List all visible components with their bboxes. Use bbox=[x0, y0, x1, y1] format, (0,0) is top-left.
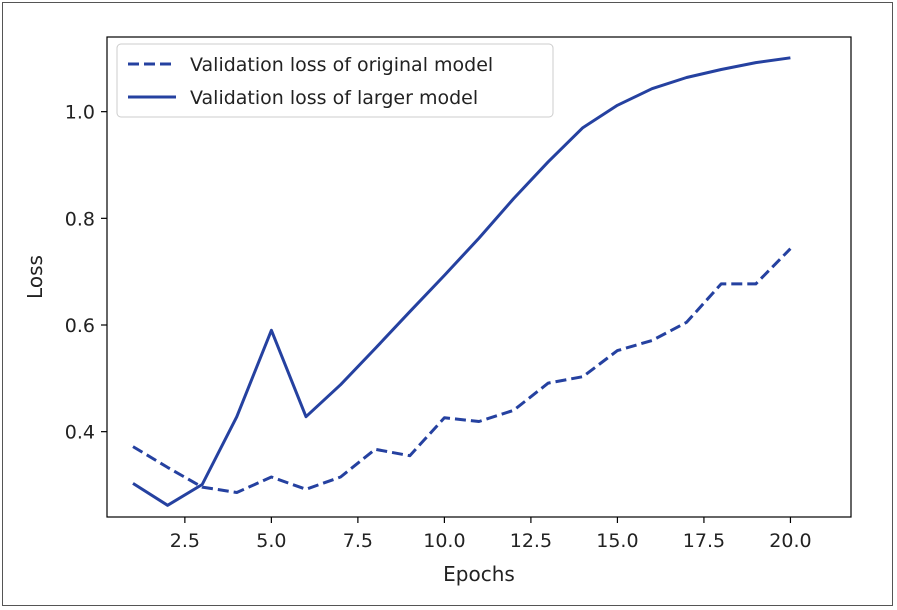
legend-entry-label: Validation loss of original model bbox=[190, 54, 493, 76]
x-tick-label: 15.0 bbox=[596, 530, 638, 552]
y-tick-label: 0.8 bbox=[65, 208, 95, 230]
x-axis-title: Epochs bbox=[443, 562, 515, 586]
x-tick-label: 7.5 bbox=[343, 530, 373, 552]
original-model-line bbox=[132, 247, 792, 494]
plot-area bbox=[106, 36, 852, 518]
y-tick-label: 0.6 bbox=[65, 315, 95, 337]
legend-box bbox=[116, 43, 554, 118]
y-tick-label: 0.4 bbox=[65, 422, 95, 444]
legend: Validation loss of original model Validat… bbox=[116, 43, 554, 118]
x-tick-label: 5.0 bbox=[256, 530, 286, 552]
y-axis: 0.4 0.6 0.8 1.0 bbox=[65, 102, 107, 444]
x-tick-label: 20.0 bbox=[769, 530, 811, 552]
y-axis-title: Loss bbox=[23, 255, 47, 299]
x-tick-label: 2.5 bbox=[170, 530, 200, 552]
y-tick-label: 1.0 bbox=[65, 102, 95, 124]
x-axis: 2.5 5.0 7.5 10.0 12.5 15.0 17.5 20.0 bbox=[170, 517, 812, 552]
series-lines bbox=[132, 56, 792, 507]
x-tick-label: 10.0 bbox=[423, 530, 465, 552]
larger-model-line bbox=[132, 56, 791, 507]
x-tick-label: 12.5 bbox=[510, 530, 552, 552]
legend-entry-label: Validation loss of larger model bbox=[190, 87, 478, 109]
x-tick-label: 17.5 bbox=[683, 530, 725, 552]
